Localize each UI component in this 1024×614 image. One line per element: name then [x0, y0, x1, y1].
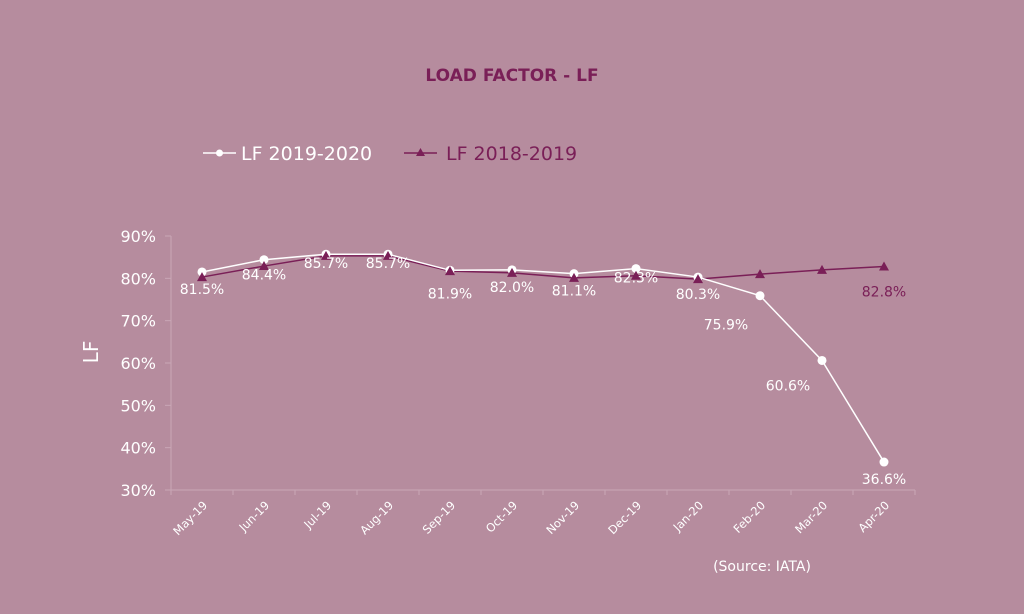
legend-label-2019-2020: LF 2019-2020	[241, 143, 372, 165]
point-2019-2020[interactable]	[259, 255, 269, 265]
data-label-2019-2020: 81.5%	[180, 282, 224, 298]
x-tick-label: Feb-20	[731, 498, 769, 536]
point-2018-2019[interactable]	[755, 269, 765, 279]
y-tick-label: 90%	[120, 227, 156, 246]
point-2018-2019[interactable]	[321, 250, 331, 260]
y-tick-label: 30%	[120, 481, 156, 500]
legend-item-2019-2020[interactable]: LF 2019-2020	[203, 143, 372, 165]
y-tick-label: 80%	[120, 269, 156, 288]
data-label-2019-2020: 75.9%	[704, 318, 748, 334]
data-label-2019-2020: 60.6%	[766, 378, 810, 394]
y-tick-label: 60%	[120, 354, 156, 373]
point-2019-2020[interactable]	[879, 457, 889, 467]
point-2018-2019[interactable]	[631, 270, 641, 280]
legend: LF 2019-2020 LF 2018-2019	[203, 143, 577, 165]
x-ticks: May-19 Jun-19 Jul-19 Aug-19 Sep-19 Oct-19 Nov-…	[170, 490, 916, 538]
point-2019-2020[interactable]	[197, 267, 207, 277]
x-tick-label: Aug-19	[357, 498, 396, 537]
point-2019-2020[interactable]	[755, 291, 765, 301]
x-tick-label: Jun-19	[236, 498, 273, 535]
x-tick-label: Jul-19	[300, 498, 334, 532]
point-2018-2019[interactable]	[569, 272, 579, 282]
series-line-2019-2020	[201, 253, 885, 463]
y-ticks: 30% 40% 50% 60% 70% 80% 90%	[120, 227, 171, 500]
y-tick-label: 50%	[120, 396, 156, 415]
y-axis-label: LF	[79, 341, 103, 364]
data-label-2019-2020: 36.6%	[862, 472, 906, 488]
point-2018-2019[interactable]	[693, 274, 703, 284]
source-annotation: (Source: IATA)	[713, 559, 811, 575]
x-tick-label: Nov-19	[543, 498, 582, 537]
point-2019-2020[interactable]	[817, 355, 827, 365]
legend-item-2018-2019[interactable]: LF 2018-2019	[404, 143, 577, 165]
data-label-2019-2020: 85.7%	[304, 256, 348, 272]
data-label-2019-2020: 85.7%	[366, 256, 410, 272]
x-tick-label: Mar-20	[792, 498, 830, 536]
point-2018-2019[interactable]	[259, 261, 269, 271]
point-2018-2019[interactable]	[879, 261, 889, 271]
y-tick-label: 70%	[120, 312, 156, 331]
data-label-2019-2020: 82.0%	[490, 280, 534, 296]
data-label-2019-2020: 84.4%	[242, 268, 286, 284]
data-label-2019-2020: 81.9%	[428, 286, 472, 302]
markers	[197, 249, 889, 467]
data-label-2019-2020: 82.3%	[614, 271, 658, 287]
point-2019-2020[interactable]	[631, 264, 641, 274]
x-tick-label: Apr-20	[855, 498, 892, 535]
series-line-2018-2019	[201, 255, 885, 280]
y-tick-label: 40%	[120, 439, 156, 458]
data-label-2018-2019: 82.8%	[862, 284, 906, 300]
chart-title: LOAD FACTOR - LF	[425, 66, 598, 86]
point-2018-2019[interactable]	[817, 264, 827, 274]
x-tick-label: May-19	[170, 498, 210, 538]
x-tick-label: Sep-19	[420, 498, 459, 537]
data-label-2019-2020: 81.1%	[552, 284, 596, 300]
legend-label-2018-2019: LF 2018-2019	[446, 143, 577, 165]
x-tick-label: Oct-19	[483, 498, 520, 535]
point-2018-2019[interactable]	[383, 250, 393, 260]
point-2018-2019[interactable]	[197, 272, 207, 282]
circle-marker-icon	[216, 149, 223, 157]
x-tick-label: Dec-19	[605, 498, 644, 537]
triangle-marker-icon	[416, 148, 425, 156]
point-2018-2019[interactable]	[445, 266, 455, 276]
point-2018-2019[interactable]	[507, 267, 517, 277]
series-lines	[201, 253, 885, 463]
x-tick-label: Jan-20	[670, 498, 706, 534]
data-label-2019-2020: 80.3%	[676, 287, 720, 303]
data-labels: 81.5% 84.4% 85.7% 85.7% 81.9% 82.0% 81.1% 82.3%…	[180, 256, 906, 488]
